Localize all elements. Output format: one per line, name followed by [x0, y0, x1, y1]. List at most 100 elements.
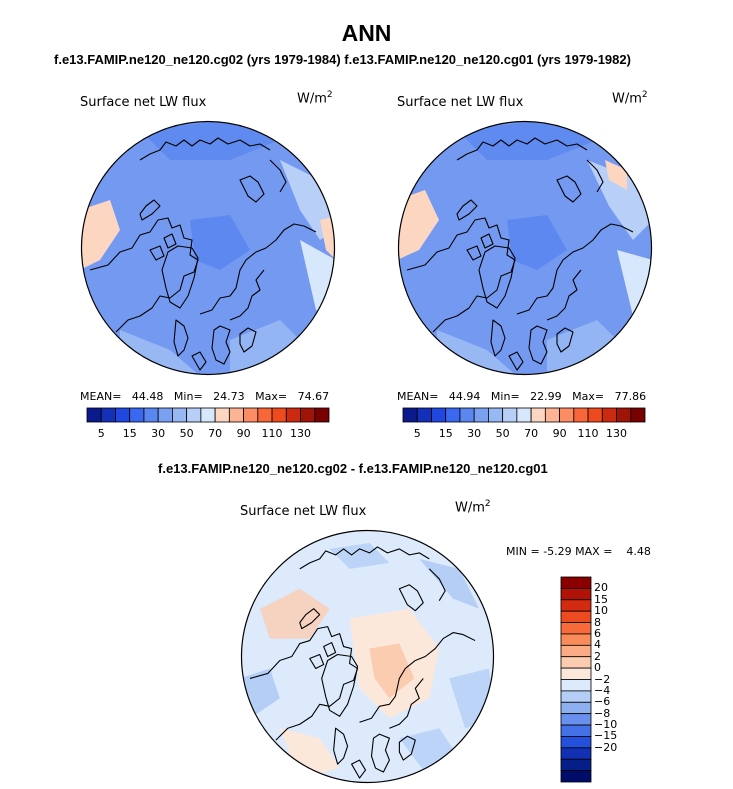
panel1-coastline	[149, 245, 165, 261]
panel1-colorbar-swatch	[228, 407, 244, 423]
panel2-coastline	[456, 137, 588, 161]
panel1-colorbar-swatch	[300, 407, 316, 423]
panel1-colorbar-tick-label: 15	[122, 427, 137, 440]
panel1-colorbar-tick-label: 50	[179, 427, 194, 440]
panel1-colorbar-swatch	[314, 407, 330, 423]
panel3-colorbar-swatch	[560, 576, 592, 589]
panel1-colorbar-swatch	[271, 407, 287, 423]
panel2-colorbar-swatch	[587, 407, 603, 423]
panel3-colorbar-swatch	[560, 587, 592, 601]
case-titles-top: f.e13.FAMIP.ne120_ne120.cg02 (yrs 1979-1…	[54, 52, 631, 67]
panel3-colorbar-tick-label: 6	[594, 626, 601, 640]
panel3-colorbar-swatch	[560, 633, 592, 646]
panel3-coastline	[299, 608, 321, 630]
panel2-coastline	[586, 159, 604, 193]
panel1-colorbar-tick-label: 5	[97, 427, 105, 440]
figure-title: ANN	[341, 20, 392, 46]
panel2-coastline	[516, 223, 634, 315]
panel2-colorbar-swatch	[416, 407, 432, 423]
panel2-colorbar-tick-label: 5	[413, 427, 421, 440]
panel1-coastline	[163, 233, 177, 249]
panel2-variable-label: Surface net LW flux	[397, 95, 524, 110]
panel1-field-contour	[82, 200, 120, 270]
panel2-coastline	[478, 245, 516, 309]
panel1-field-contour	[190, 215, 250, 270]
panel2-field-contour	[605, 160, 627, 190]
panel2-min-value: 22.99	[530, 390, 562, 403]
panel2-colorbar-swatch	[402, 407, 418, 423]
panel1-colorbar-swatch	[172, 407, 188, 423]
panel3-colorbar-swatch	[560, 747, 592, 760]
panel3-colorbar-tick-label: 8	[594, 615, 601, 629]
case-title-diff: f.e13.FAMIP.ne120_ne120.cg02 - f.e13.FAM…	[158, 461, 548, 476]
panel2-colorbar-swatch	[502, 407, 518, 423]
panel1-colorbar	[86, 407, 330, 423]
panel3-colorbar-swatch	[560, 667, 592, 680]
panel3-colorbar-tick-label: −4	[594, 683, 611, 697]
panel1-coastline	[229, 269, 265, 321]
panel3-colorbar-labels: 20 15 10 8 6 4 2 0 −2 −4 −6 −8 −10 −15 −20	[594, 577, 634, 782]
panel3-colorbar-tick-label: −6	[594, 695, 611, 709]
panel3-colorbar-swatch	[560, 656, 592, 669]
panel3-colorbar-tick-label: −15	[594, 729, 618, 743]
panel3-polar-map	[240, 529, 495, 784]
panel3-colorbar-swatch	[560, 713, 592, 726]
panel2-colorbar-swatch	[516, 407, 532, 423]
panel1-coastline	[239, 327, 257, 353]
panel2-coastline	[456, 199, 478, 221]
panel2-colorbar-tick-label: 15	[438, 427, 453, 440]
panel1-colorbar-tick-label: 130	[290, 427, 312, 440]
panel3-colorbar-tick-label: −8	[594, 706, 611, 720]
panel3-field-contour	[419, 558, 480, 609]
panel3-field-contour	[259, 588, 330, 639]
panel2-colorbar-swatch	[573, 407, 589, 423]
panel1-field-contour	[320, 216, 334, 260]
panel1-units: W/m2	[297, 90, 333, 107]
panel3-colorbar-swatch	[560, 701, 592, 715]
panel3-colorbar-swatch	[560, 599, 592, 612]
panel2-colorbar-swatch	[559, 407, 575, 423]
panel1-colorbar-swatch	[214, 407, 230, 423]
panel1-min-label: Min=	[173, 390, 203, 403]
panel3-coastline	[309, 653, 325, 670]
panel3-colorbar-tick-label: 15	[594, 592, 608, 606]
panel1-coastline	[191, 351, 207, 371]
panel2-map-border	[397, 120, 653, 376]
panel2-coastline	[556, 175, 582, 203]
panel1-colorbar-tick-label: 70	[208, 427, 223, 440]
panel3-colorbar-swatch	[560, 679, 592, 692]
panel3-max-label: MAX =	[575, 545, 613, 558]
panel3-stats: MIN = -5.29 MAX = 4.48	[506, 545, 651, 558]
panel1-coastline	[211, 325, 231, 365]
panel2-field-contour	[399, 190, 439, 260]
panel3-colorbar-swatch	[560, 610, 592, 623]
panel1-colorbar-swatch	[129, 407, 145, 423]
panel1-colorbar-swatch	[143, 407, 159, 423]
panel3-coastline	[323, 642, 337, 658]
panel2-coastline	[508, 351, 524, 371]
panel1-polar-map	[80, 120, 336, 376]
panel3-colorbar-swatch	[560, 622, 592, 635]
panel1-colorbar-swatch	[100, 407, 116, 423]
panel2-colorbar-swatch	[431, 407, 447, 423]
panel3-coastline	[370, 733, 390, 773]
panel3-coastline	[333, 727, 349, 765]
panel2-coastline	[556, 327, 574, 353]
panel1-colorbar-swatch	[115, 407, 131, 423]
panel3-colorbar-swatch	[560, 644, 592, 658]
panel1-coastline	[269, 159, 287, 193]
panel3-min-value: -5.29	[543, 545, 572, 558]
panel2-colorbar-labels: 5 15 30 50 70 90 110 130	[403, 427, 645, 441]
panel1-max-label: Max=	[255, 390, 288, 403]
panel3-coastline	[299, 546, 430, 570]
panel3-coastline	[398, 584, 424, 612]
panel1-mean-label: MEAN=	[80, 390, 122, 403]
panel2-units: W/m2	[612, 90, 648, 107]
panel3-coastline	[428, 568, 446, 602]
panel2-coastline	[466, 245, 482, 261]
panel2-colorbar-tick-label: 110	[577, 427, 599, 440]
panel1-colorbar-labels: 5 15 30 50 70 90 110 130	[87, 427, 329, 441]
panel1-colorbar-swatch	[86, 407, 102, 423]
panel3-colorbar-tick-label: 0	[594, 661, 601, 675]
panel3-colorbar-swatch	[560, 770, 592, 783]
